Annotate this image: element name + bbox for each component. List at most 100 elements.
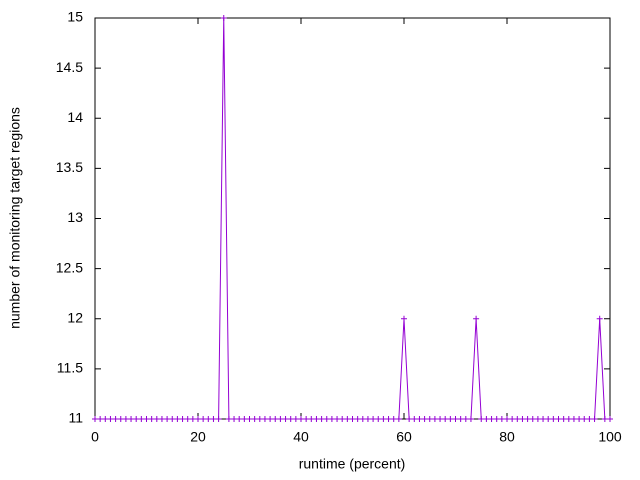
y-tick-label: 14 — [67, 109, 83, 125]
data-point — [303, 416, 310, 422]
data-point — [385, 416, 392, 422]
data-point — [292, 416, 299, 422]
data-point — [153, 416, 160, 422]
data-line — [95, 17, 610, 420]
data-point — [308, 416, 315, 422]
data-point — [241, 416, 248, 422]
data-point — [200, 416, 207, 422]
data-point — [555, 416, 562, 422]
data-point — [334, 416, 341, 422]
data-point — [349, 416, 356, 422]
data-point — [591, 416, 598, 422]
data-point — [92, 416, 98, 422]
data-point — [195, 416, 201, 422]
plot-frame — [94, 17, 611, 420]
data-point — [601, 416, 608, 422]
data-point — [122, 416, 129, 422]
data-point — [431, 416, 438, 422]
data-point — [406, 416, 413, 422]
data-point — [483, 416, 490, 422]
data-point — [158, 416, 165, 422]
y-tick-label: 11.5 — [57, 360, 83, 376]
y-tick-label: 15 — [67, 9, 83, 25]
data-point — [107, 416, 114, 422]
data-point — [560, 416, 567, 422]
data-point — [97, 416, 104, 422]
x-tick-label: 40 — [293, 429, 309, 445]
y-tick-label: 13.5 — [56, 159, 83, 175]
data-point — [395, 416, 402, 422]
x-tick-label: 60 — [396, 429, 412, 445]
data-point — [565, 416, 572, 422]
data-point — [437, 416, 444, 422]
data-point — [277, 416, 284, 422]
y-axis-label: number of monitoring target regions — [7, 107, 23, 329]
x-tick-label: 0 — [91, 429, 99, 445]
data-point — [540, 416, 547, 422]
data-point — [246, 416, 253, 422]
data-point — [282, 416, 289, 422]
data-point — [287, 416, 294, 422]
data-point — [447, 416, 454, 422]
data-point — [133, 416, 140, 422]
data-point — [117, 416, 124, 422]
data-point — [256, 416, 263, 422]
data-point — [545, 416, 552, 422]
data-point — [607, 416, 613, 422]
data-point — [488, 416, 495, 422]
data-point — [339, 416, 346, 422]
data-point — [581, 416, 588, 422]
data-point — [401, 315, 407, 322]
data-point — [261, 416, 268, 422]
data-point — [514, 416, 521, 422]
data-point — [169, 416, 176, 422]
y-tick-label: 12.5 — [56, 259, 83, 275]
data-point — [313, 416, 320, 422]
y-tick-label: 11 — [68, 410, 83, 426]
data-point — [215, 416, 222, 422]
data-point — [529, 416, 536, 422]
data-point — [251, 416, 258, 422]
data-point — [128, 416, 135, 422]
data-point — [534, 416, 541, 422]
x-tick-label: 20 — [190, 429, 206, 445]
data-point — [225, 416, 232, 422]
data-point — [550, 416, 557, 422]
data-point — [390, 416, 397, 422]
data-point — [462, 416, 469, 422]
data-point — [298, 416, 304, 422]
data-point — [184, 416, 191, 422]
data-point — [380, 416, 387, 422]
data-point — [354, 416, 361, 422]
data-point — [179, 416, 186, 422]
data-point — [519, 416, 526, 422]
data-point — [370, 416, 377, 422]
data-point — [421, 416, 428, 422]
data-point — [344, 416, 351, 422]
data-point — [138, 416, 145, 422]
x-tick-label: 80 — [499, 429, 515, 445]
x-axis-label: runtime (percent) — [299, 456, 406, 472]
y-tick-label: 12 — [67, 309, 83, 325]
data-point — [442, 416, 449, 422]
data-point — [102, 416, 109, 422]
data-point — [174, 416, 181, 422]
data-point — [570, 416, 577, 422]
y-tick-label: 14.5 — [56, 59, 83, 75]
x-tick-label: 100 — [598, 429, 622, 445]
data-point — [272, 416, 279, 422]
data-point — [596, 315, 603, 322]
data-point — [478, 416, 485, 422]
data-point — [189, 416, 196, 422]
data-point — [364, 416, 371, 422]
data-point — [586, 416, 593, 422]
data-point — [359, 416, 366, 422]
data-point — [210, 416, 217, 422]
data-point — [498, 416, 505, 422]
y-tick-label: 13 — [67, 209, 83, 225]
data-point — [318, 416, 325, 422]
data-point — [323, 416, 330, 422]
data-point — [112, 416, 119, 422]
data-point — [473, 315, 480, 322]
data-point — [576, 416, 583, 422]
